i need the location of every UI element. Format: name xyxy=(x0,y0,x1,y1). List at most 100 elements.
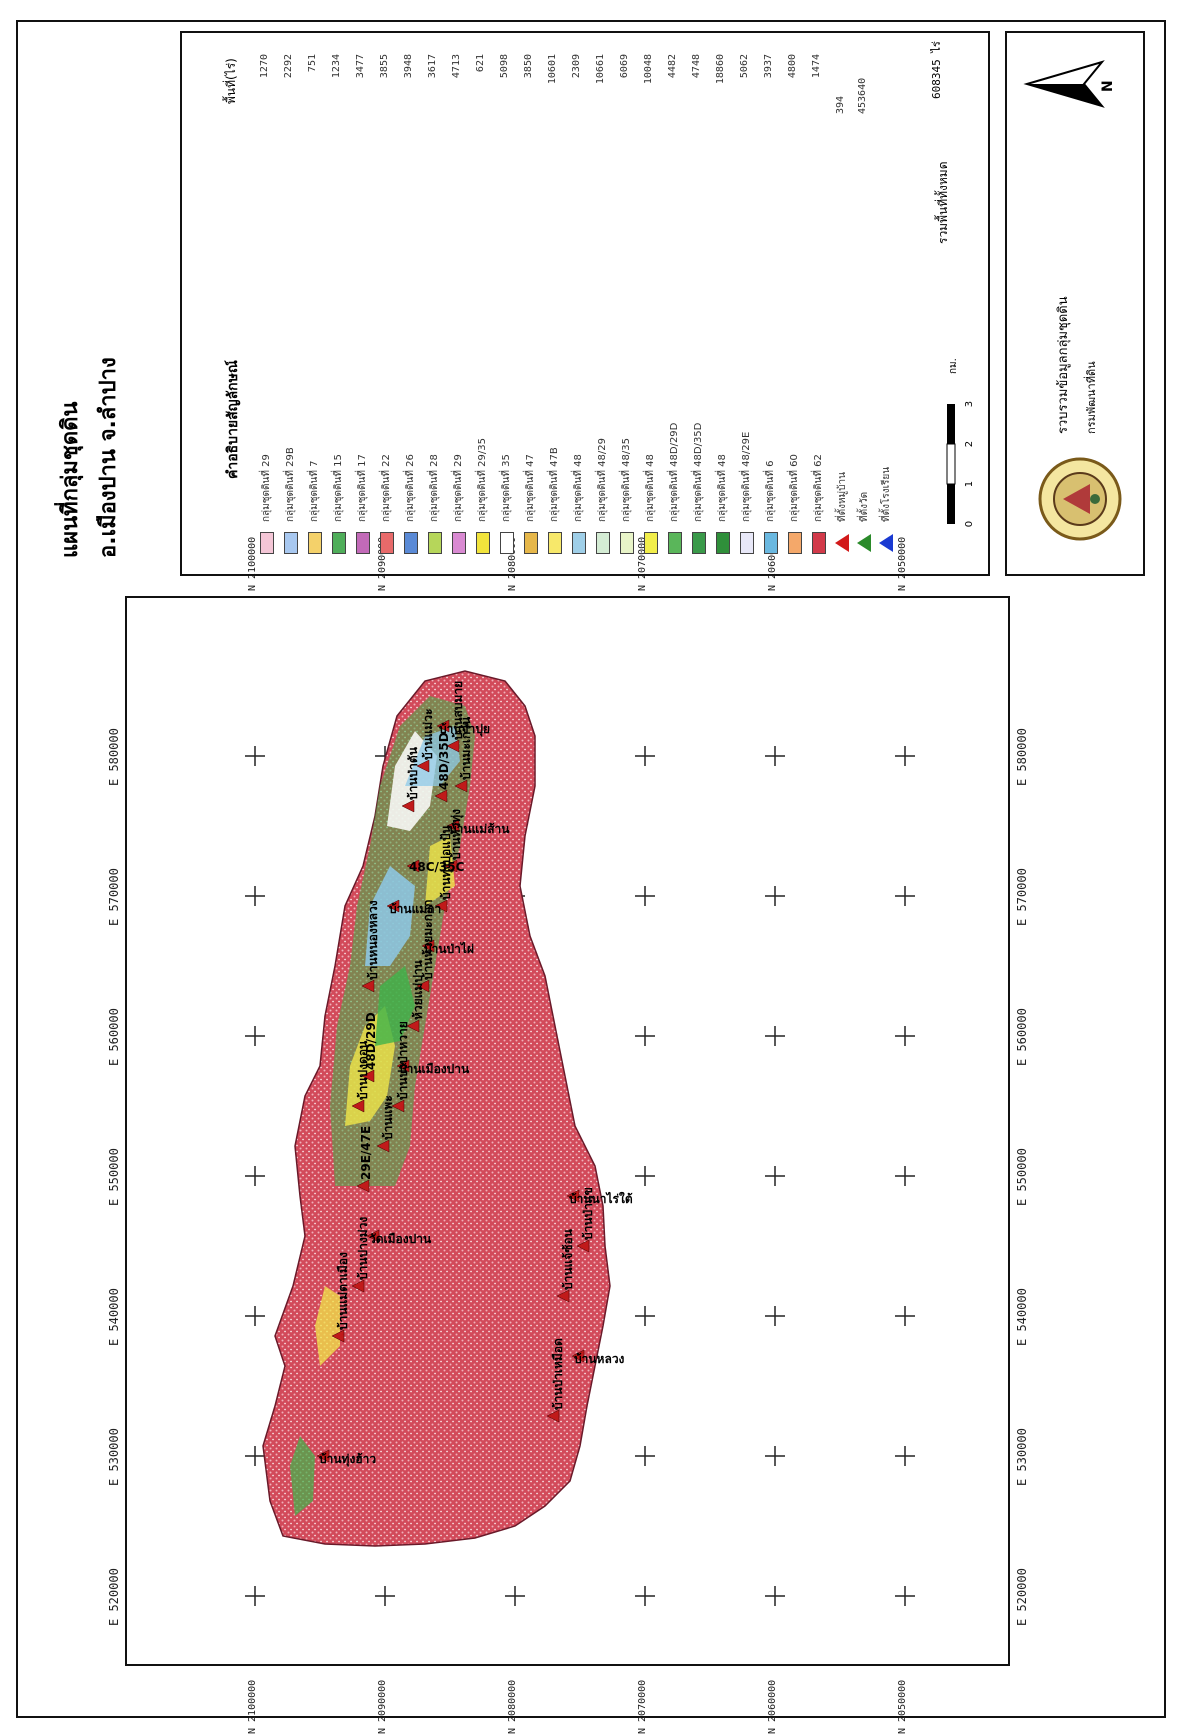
legend-label: กลุ่มชุดดินที่ 48 xyxy=(717,454,728,522)
grid-cross xyxy=(505,1586,525,1606)
x-tick-bottom: E 530000 xyxy=(1015,1428,1029,1486)
grid-cross xyxy=(895,1026,915,1046)
grid-cross xyxy=(895,1586,915,1606)
village-marker[interactable] xyxy=(566,1189,580,1203)
village-marker[interactable] xyxy=(436,719,450,733)
legend-item: กลุ่มชุดดินที่ 35 5098 xyxy=(497,44,517,554)
total-value: 608345 ไร่ xyxy=(930,41,943,99)
legend-item: กลุ่มชุดดินที่ 28 3617 xyxy=(425,44,445,554)
village-marker[interactable] xyxy=(401,799,415,813)
credit-line-1: รวบรวมข้อมูลกลุ่มชุดดิน xyxy=(1056,296,1071,434)
village-marker[interactable] xyxy=(376,1139,390,1153)
x-tick-top: E 520000 xyxy=(107,1568,121,1626)
village-marker[interactable] xyxy=(446,819,460,833)
village-marker[interactable] xyxy=(434,789,448,803)
village-marker[interactable] xyxy=(391,1099,405,1113)
credit-box: รวบรวมข้อมูลกลุ่มชุดดิน กรมพัฒนาที่ดิน xyxy=(1005,31,1145,576)
north-label: N xyxy=(1100,80,1112,92)
legend-swatch xyxy=(668,532,682,554)
scale-tick-3: 3 xyxy=(964,401,975,407)
grid-cross xyxy=(765,746,785,766)
grid-cross xyxy=(635,1306,655,1326)
y-tick-left: N 2080000 xyxy=(507,1679,518,1734)
village-marker[interactable] xyxy=(454,779,468,793)
place-label: บ้านนาไร่ใต้ xyxy=(569,1192,633,1206)
legend-item: กลุ่มชุดดินที่ 15 1234 xyxy=(329,44,349,554)
village-marker[interactable] xyxy=(416,979,430,993)
grid-cross xyxy=(245,1026,265,1046)
legend-value: 18860 xyxy=(715,54,726,85)
grid-cross xyxy=(635,1166,655,1186)
legend-box: คำอธิบายสัญลักษณ์ พื้นที่(ไร่) กลุ่มชุดด… xyxy=(180,31,1112,576)
village-marker[interactable] xyxy=(351,1099,365,1113)
legend-label: กลุ่มชุดดินที่ 48 xyxy=(645,454,656,522)
legend-value: 6069 xyxy=(619,54,630,79)
grid-cross xyxy=(765,1446,785,1466)
legend-value: 4748 xyxy=(691,54,702,79)
legend-label: กลุ่มชุดดินที่ 48D/29D xyxy=(669,422,680,522)
legend-label: กลุ่มชุดดินที่ 62 xyxy=(813,454,824,522)
village-marker[interactable] xyxy=(446,739,460,753)
village-marker[interactable] xyxy=(546,1409,560,1423)
symbol-item: ที่ตั้งวัด 453640 xyxy=(855,44,875,554)
legend-label: กลุ่มชุดดินที่ 26 xyxy=(405,454,416,522)
legend-item: กลุ่มชุดดินที่ 48D/29D 4482 xyxy=(665,44,685,554)
village-marker[interactable] xyxy=(356,1179,370,1193)
legend-item: กลุ่มชุดดินที่ 62 1474 xyxy=(809,44,829,554)
legend-item: กลุ่มชุดดินที่ 47 3850 xyxy=(521,44,541,554)
village-marker[interactable] xyxy=(444,859,458,873)
place-label: บ้านแจ้ซ้อน xyxy=(561,1229,575,1290)
village-marker[interactable] xyxy=(361,979,375,993)
x-tick-bottom: E 570000 xyxy=(1015,868,1029,926)
x-tick-top: E 540000 xyxy=(107,1288,121,1346)
place-label: 48C/35C xyxy=(409,860,465,874)
legend-item: กลุ่มชุดดินที่ 29/35 621 xyxy=(473,44,493,554)
x-tick-top: E 530000 xyxy=(107,1428,121,1486)
village-marker[interactable] xyxy=(576,1239,590,1253)
legend-value-header: พื้นที่(ไร่) xyxy=(224,58,238,104)
grid-cross xyxy=(895,1306,915,1326)
district-boundary[interactable] xyxy=(262,670,611,1547)
symbol-label: ที่ตั้งโรงเรียน xyxy=(881,466,892,522)
legend-swatch xyxy=(428,532,442,554)
village-marker[interactable] xyxy=(406,859,420,873)
legend-swatch xyxy=(692,532,706,554)
village-marker[interactable] xyxy=(331,1329,345,1343)
place-label: บ้านแม่กา xyxy=(389,902,442,916)
legend-swatch xyxy=(380,532,394,554)
village-marker[interactable] xyxy=(406,1019,420,1033)
symbol-label: ที่ตั้งหมู่บ้าน xyxy=(837,472,848,522)
village-marker[interactable] xyxy=(316,1449,330,1463)
grid-cross xyxy=(245,1446,265,1466)
legend-item: กลุ่มชุดดินที่ 48/29E 5062 xyxy=(737,44,757,554)
legend-value: 10048 xyxy=(643,54,654,85)
village-marker[interactable] xyxy=(361,1069,375,1083)
legend-swatch xyxy=(260,532,274,554)
village-marker[interactable] xyxy=(434,899,448,913)
village-marker[interactable] xyxy=(386,899,400,913)
village-marker[interactable] xyxy=(556,1289,570,1303)
legend-item: กลุ่มชุดดินที่ 26 3948 xyxy=(401,44,421,554)
village-marker[interactable] xyxy=(571,1349,585,1363)
legend-value: 3617 xyxy=(427,54,438,79)
x-tick-bottom: E 550000 xyxy=(1015,1148,1029,1206)
village-marker[interactable] xyxy=(421,939,435,953)
village-marker[interactable] xyxy=(351,1279,365,1293)
village-marker[interactable] xyxy=(396,1059,410,1073)
legend-swatch xyxy=(452,532,466,554)
grid-cross xyxy=(635,1026,655,1046)
legend-value: 2309 xyxy=(571,54,582,79)
x-tick-top: E 550000 xyxy=(107,1148,121,1206)
place-label: บ้านหนองหลวง xyxy=(366,900,380,980)
map-canvas[interactable] xyxy=(125,596,1010,1666)
place-label: บ้านแพะ xyxy=(381,1095,395,1140)
legend-label: กลุ่มชุดดินที่ 29B xyxy=(285,447,296,522)
village-marker[interactable] xyxy=(366,1229,380,1243)
legend-item: กลุ่มชุดดินที่ 17 3477 xyxy=(353,44,373,554)
symbol-label: ที่ตั้งวัด xyxy=(859,491,870,522)
legend-value: 1474 xyxy=(811,54,822,79)
village-marker[interactable] xyxy=(416,759,430,773)
legend-label: กลุ่มชุดดินที่ 48D/35D xyxy=(693,422,704,522)
place-label: บ้านป่าเหมือด xyxy=(551,1338,565,1410)
x-tick-bottom: E 520000 xyxy=(1015,1568,1029,1626)
